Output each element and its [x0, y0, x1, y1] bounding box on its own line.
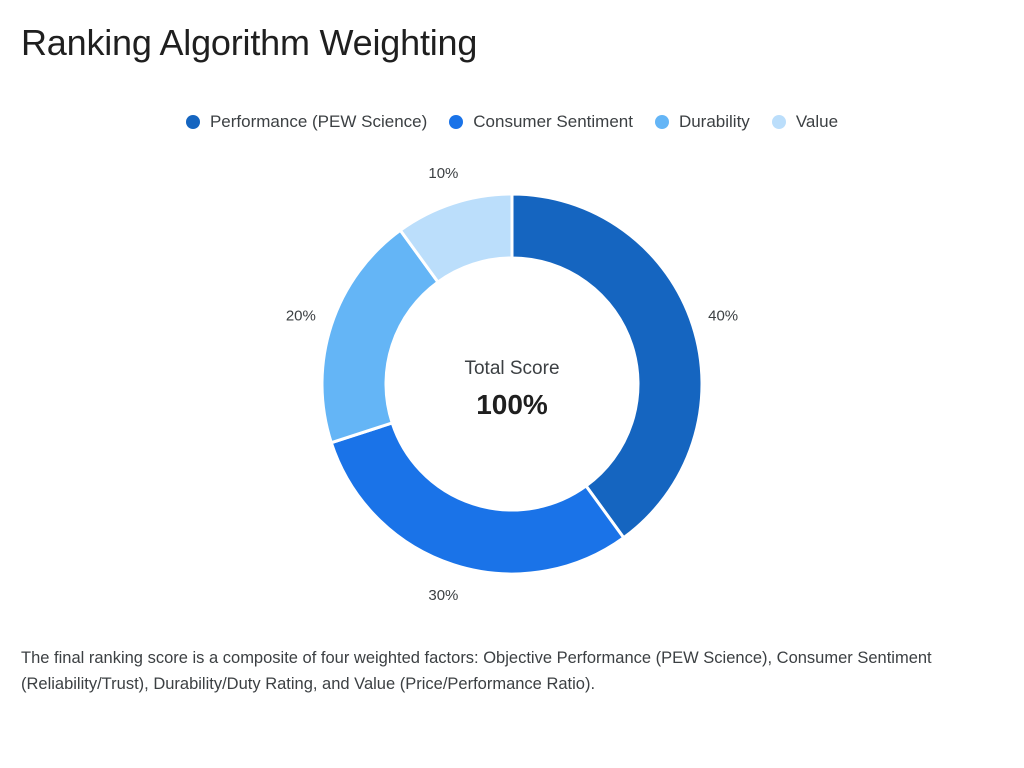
- center-value: 100%: [476, 389, 548, 420]
- donut-slice-value[interactable]: [398, 192, 514, 285]
- legend-swatch: [771, 115, 786, 129]
- slice-labels-layer: 40% 30% 20% 10%: [286, 165, 738, 604]
- donut-slice-durability[interactable]: [320, 228, 441, 445]
- legend-swatch: [654, 115, 669, 129]
- donut-slice-performance-pew-science[interactable]: [510, 192, 704, 540]
- slices-layer: [320, 192, 704, 576]
- legend-label: Performance (PEW Science): [209, 112, 428, 131]
- slice-label: 40%: [708, 307, 738, 324]
- legend-label: Consumer Sentiment: [473, 112, 633, 131]
- legend-item-performance[interactable]: Performance (PEW Science): [185, 112, 428, 132]
- legend-swatch: [449, 115, 464, 129]
- center-label: Total Score: [464, 358, 559, 379]
- slice-label: 20%: [286, 307, 316, 324]
- slice-label: 10%: [428, 165, 458, 182]
- chart-legend: Performance (PEW Science) Consumer Senti…: [0, 112, 1024, 132]
- legend-item-consumer-sentiment[interactable]: Consumer Sentiment: [449, 112, 633, 132]
- legend-item-durability[interactable]: Durability: [654, 112, 750, 132]
- slice-label: 30%: [428, 587, 458, 604]
- page-title: Ranking Algorithm Weighting: [21, 22, 478, 63]
- legend-swatch: [185, 115, 200, 129]
- donut-chart: 40% 30% 20% 10% Total Score 100%: [286, 165, 738, 604]
- legend-label: Durability: [678, 112, 750, 131]
- legend-item-value[interactable]: Value: [771, 112, 839, 132]
- donut-slice-consumer-sentiment[interactable]: [329, 421, 626, 576]
- chart-description: The final ranking score is a composite o…: [21, 649, 932, 693]
- legend-label: Value: [795, 112, 839, 131]
